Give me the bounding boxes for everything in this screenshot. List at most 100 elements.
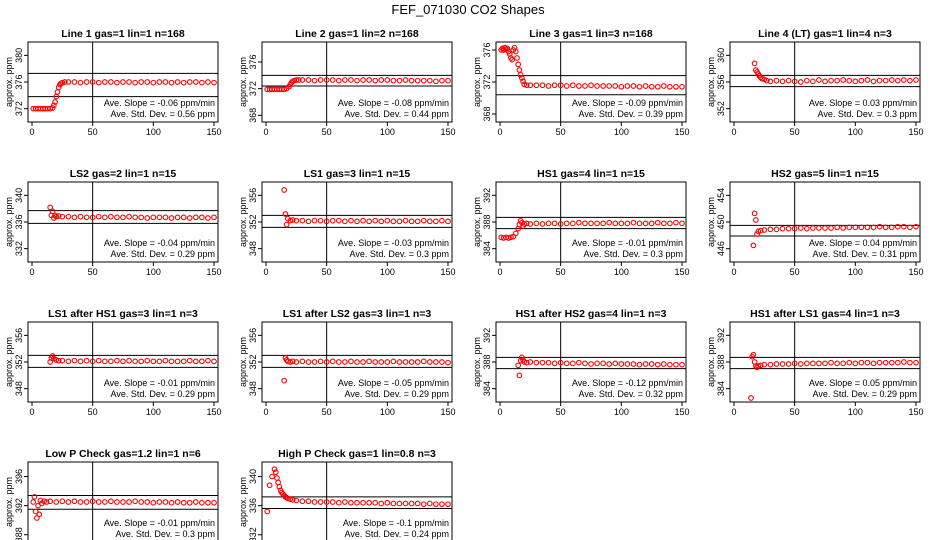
data-point bbox=[539, 359, 546, 366]
data-point bbox=[50, 102, 57, 109]
data-point bbox=[913, 359, 919, 366]
data-point bbox=[864, 77, 871, 83]
data-point bbox=[545, 220, 552, 227]
data-point bbox=[576, 219, 582, 226]
data-point bbox=[667, 83, 673, 90]
data-point bbox=[803, 360, 810, 367]
data-point bbox=[168, 79, 175, 86]
x-tick-label: 100 bbox=[146, 127, 161, 137]
y-tick-label: 348 bbox=[248, 241, 258, 256]
data-point bbox=[803, 77, 810, 84]
data-point bbox=[342, 499, 348, 505]
data-point bbox=[186, 79, 193, 85]
data-point bbox=[396, 500, 403, 507]
data-point bbox=[588, 220, 594, 227]
y-tick-label: 388 bbox=[482, 354, 492, 369]
data-point bbox=[120, 214, 126, 221]
data-point bbox=[132, 498, 138, 505]
y-tick-label: 380 bbox=[14, 48, 24, 63]
data-point bbox=[162, 499, 169, 505]
data-point bbox=[759, 75, 765, 82]
data-point bbox=[299, 498, 306, 505]
data-point bbox=[521, 359, 528, 365]
chart-panel: LS1 after LS2 gas=3 lin=1 n=3 0 50 100 150 34… bbox=[238, 308, 456, 417]
y-tick-label: 360 bbox=[716, 48, 726, 63]
data-point bbox=[606, 361, 613, 367]
data-point bbox=[372, 499, 379, 506]
data-point bbox=[295, 77, 302, 83]
x-tick-label: 50 bbox=[322, 267, 332, 277]
data-point bbox=[518, 354, 525, 361]
data-point bbox=[797, 361, 804, 367]
data-point bbox=[65, 358, 72, 365]
data-point bbox=[89, 358, 96, 365]
data-point bbox=[822, 225, 828, 231]
chart-panel: Line 2 gas=1 lin=2 n=168 0 50 100 150 368 372 3… bbox=[238, 28, 456, 137]
y-tick-label: 356 bbox=[248, 328, 258, 343]
data-point bbox=[907, 77, 913, 84]
plot-frame bbox=[27, 461, 219, 540]
data-point bbox=[144, 357, 151, 364]
chart-panel: Line 1 gas=1 lin=1 n=168 0 50 100 150 372 376 3… bbox=[4, 28, 222, 137]
data-point bbox=[523, 359, 530, 366]
y-tick-label: 384 bbox=[716, 381, 726, 396]
data-point bbox=[269, 473, 275, 480]
data-point bbox=[888, 77, 895, 83]
data-point bbox=[354, 499, 360, 506]
data-point bbox=[822, 360, 828, 367]
data-point bbox=[199, 79, 205, 86]
y-tick-label: 368 bbox=[482, 106, 492, 121]
y-tick-label: 376 bbox=[482, 42, 492, 57]
data-point bbox=[539, 221, 546, 227]
data-point bbox=[852, 78, 859, 85]
data-point bbox=[47, 204, 54, 211]
data-point bbox=[108, 213, 114, 220]
data-point bbox=[913, 77, 919, 83]
data-point bbox=[642, 361, 649, 367]
y-axis-label: approx. ppm bbox=[4, 57, 14, 107]
panel-title: HS1 gas=4 lin=1 n=15 bbox=[537, 168, 645, 180]
data-point bbox=[156, 499, 163, 505]
data-point bbox=[390, 500, 397, 507]
data-point bbox=[763, 77, 770, 84]
data-point bbox=[126, 499, 132, 505]
data-point bbox=[305, 498, 312, 505]
data-point bbox=[360, 217, 366, 224]
data-point bbox=[648, 220, 655, 227]
data-point bbox=[52, 99, 58, 105]
y-tick-label: 352 bbox=[248, 214, 258, 229]
data-point bbox=[384, 77, 391, 83]
data-point bbox=[150, 358, 157, 365]
data-point bbox=[408, 359, 415, 365]
x-tick-label: 150 bbox=[908, 407, 923, 417]
data-point bbox=[199, 499, 205, 506]
data-point bbox=[162, 214, 169, 221]
data-point bbox=[816, 360, 822, 367]
data-point bbox=[144, 215, 151, 221]
data-point bbox=[396, 359, 403, 365]
data-point bbox=[281, 86, 288, 93]
data-point bbox=[311, 217, 318, 224]
data-point bbox=[378, 500, 385, 507]
data-point bbox=[588, 82, 594, 89]
data-point bbox=[901, 359, 907, 365]
data-point bbox=[329, 358, 336, 365]
data-point bbox=[876, 77, 883, 84]
data-point bbox=[120, 499, 126, 505]
data-point bbox=[426, 77, 433, 84]
x-tick-label: 150 bbox=[908, 267, 923, 277]
x-tick-label: 50 bbox=[556, 407, 566, 417]
data-point bbox=[211, 214, 217, 221]
data-point bbox=[54, 89, 61, 95]
data-point bbox=[150, 214, 157, 221]
data-point bbox=[588, 361, 594, 367]
data-point bbox=[523, 220, 530, 227]
stat-annotation: Ave. Slope = -0.01 ppm/min bbox=[104, 518, 215, 528]
data-point bbox=[642, 220, 649, 227]
data-point bbox=[281, 377, 288, 384]
figure-title: FEF_071030 CO2 Shapes bbox=[391, 2, 545, 17]
data-point bbox=[49, 105, 56, 111]
data-point bbox=[282, 211, 289, 217]
y-tick-label: 376 bbox=[248, 54, 258, 69]
data-point bbox=[366, 77, 372, 83]
